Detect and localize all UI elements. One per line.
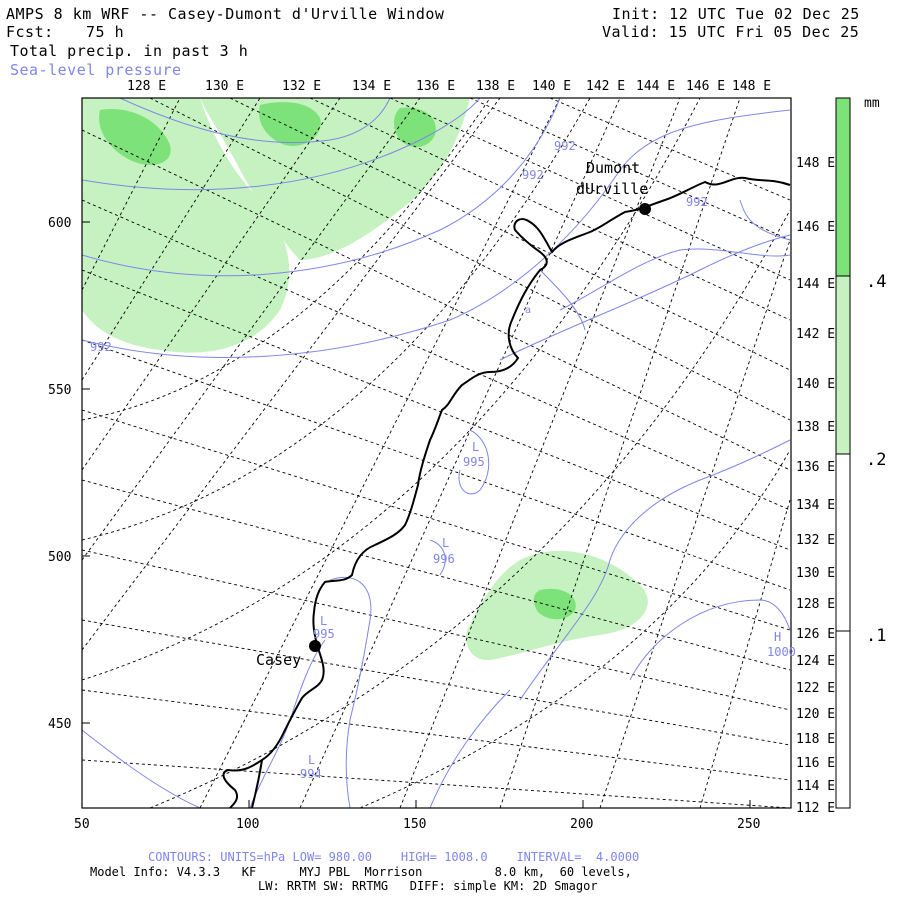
top-lon-label: 142 E — [586, 79, 625, 94]
colorbar-swatch-mid — [836, 276, 850, 454]
right-lon-label: 136 E — [796, 460, 835, 475]
coastline — [222, 176, 791, 808]
y-tick-label: 500 — [48, 550, 71, 565]
x-tick-label: 100 — [236, 817, 259, 832]
small-contour-label: a — [525, 305, 531, 316]
right-lon-label: 134 E — [796, 498, 835, 513]
low-marker: L — [442, 536, 449, 550]
casey-station-marker — [309, 640, 321, 652]
low-marker: L — [472, 440, 479, 454]
graticule — [82, 98, 791, 808]
colorbar-level: .1 — [866, 626, 886, 646]
high-marker: H — [774, 630, 781, 644]
physics-info: LW: RRTM SW: RRTMG DIFF: simple KM: 2D S… — [258, 879, 598, 893]
top-lon-label: 132 E — [282, 79, 321, 94]
field-title: Total precip. in past 3 h — [10, 42, 249, 60]
init-time: Init: 12 UTC Tue 02 Dec 25 — [612, 5, 860, 23]
right-lon-label: 132 E — [796, 533, 835, 548]
dumont-durville-label-line1: Dumont — [586, 159, 640, 177]
right-lon-label: 148 E — [796, 156, 835, 171]
right-lon-label: 114 E — [796, 779, 835, 794]
contour-label: 992 — [90, 340, 112, 354]
colorbar-unit: mm — [864, 96, 880, 111]
right-lon-label: 118 E — [796, 732, 835, 747]
right-lon-label: 140 E — [796, 377, 835, 392]
map-frame — [81, 97, 792, 809]
top-lon-label: 134 E — [352, 79, 391, 94]
x-tick-label: 250 — [737, 817, 760, 832]
right-lon-label: 126 E — [796, 627, 835, 642]
right-lon-label: 112 E — [796, 801, 835, 816]
top-lon-label: 146 E — [686, 79, 725, 94]
top-lon-label: 144 E — [636, 79, 675, 94]
right-lon-label: 128 E — [796, 597, 835, 612]
right-lon-label: 142 E — [796, 327, 835, 342]
slp-contours — [82, 98, 791, 808]
contour-label: 992 — [686, 195, 708, 209]
y-tick-label: 600 — [48, 216, 71, 231]
map-title: AMPS 8 km WRF -- Casey-Dumont d'Urville … — [6, 5, 445, 23]
casey-label: Casey — [256, 651, 301, 669]
top-lon-label: 136 E — [416, 79, 455, 94]
right-lon-label: 116 E — [796, 756, 835, 771]
model-info: Model Info: V4.3.3 KF MYJ PBL Morrison 8… — [90, 865, 632, 879]
colorbar-swatch-high — [836, 98, 850, 276]
contour-label: 994 — [300, 767, 322, 781]
right-lon-label: 120 E — [796, 707, 835, 722]
contour-label: 992 — [554, 139, 576, 153]
top-lon-label: 140 E — [532, 79, 571, 94]
right-lon-label: 146 E — [796, 220, 835, 235]
low-marker: L — [320, 614, 327, 628]
y-axis-labels: 600 550 500 450 — [48, 216, 90, 732]
y-tick-label: 550 — [48, 383, 71, 398]
x-tick-label: 50 — [74, 817, 90, 832]
x-axis-labels: 50 100 150 200 250 — [74, 800, 760, 832]
right-lon-label: 144 E — [796, 277, 835, 292]
low-marker: L — [308, 753, 315, 767]
contour-label: 995 — [463, 455, 485, 469]
right-longitude-labels: 148 E 146 E 144 E 142 E 140 E 138 E 136 … — [796, 156, 835, 816]
precip-shading — [82, 98, 648, 661]
top-lon-label: 138 E — [476, 79, 515, 94]
top-lon-label: 148 E — [732, 79, 771, 94]
right-lon-label: 138 E — [796, 420, 835, 435]
top-lon-label: 128 E — [127, 79, 166, 94]
contour-label: 1000 — [767, 645, 796, 659]
dumont-durville-station-marker — [639, 203, 651, 215]
contour-label: 995 — [313, 627, 335, 641]
right-lon-label: 130 E — [796, 566, 835, 581]
top-longitude-labels: 128 E 130 E 132 E 134 E 136 E 138 E 140 … — [127, 79, 771, 94]
x-tick-label: 150 — [403, 817, 426, 832]
top-lon-label: 130 E — [205, 79, 244, 94]
colorbar-level: .2 — [866, 450, 886, 470]
contour-info: CONTOURS: UNITS=hPa LOW= 980.00 HIGH= 10… — [148, 850, 640, 864]
forecast-hour: 75 h — [86, 23, 125, 41]
colorbar-level: .4 — [866, 272, 886, 292]
colorbar: mm .4 .2 .1 — [835, 96, 886, 809]
valid-time: Valid: 15 UTC Fri 05 Dec 25 — [602, 23, 860, 41]
forecast-label: Fcst: — [6, 23, 54, 41]
right-lon-label: 122 E — [796, 681, 835, 696]
overlay-title: Sea-level pressure — [10, 61, 182, 79]
contour-label: 992 — [522, 168, 544, 182]
y-tick-label: 450 — [48, 717, 71, 732]
right-lon-label: 124 E — [796, 654, 835, 669]
x-tick-label: 200 — [570, 817, 593, 832]
contour-label: 996 — [433, 552, 455, 566]
dumont-durville-label-line2: dUrville — [576, 180, 648, 198]
